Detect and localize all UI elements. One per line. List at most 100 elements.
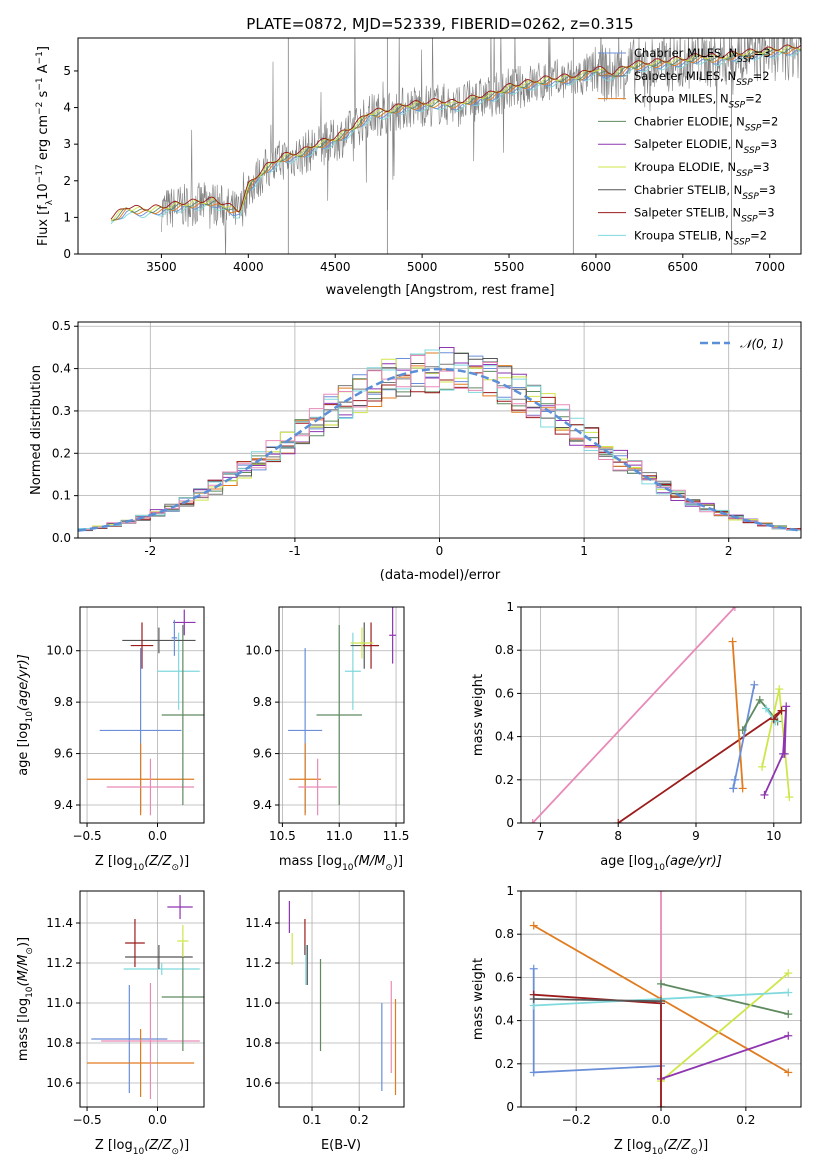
mass-weight-marker: [729, 784, 738, 793]
x-tick-label: 0.1: [302, 1113, 321, 1127]
error-bar-point: [350, 627, 374, 659]
y-tick-label: 0: [506, 1100, 514, 1114]
y-tick-label: 0.8: [495, 643, 514, 657]
age-vs-z-axes: −0.5 0.0 9.4 9.6 9.8 10.0 Z [log10(Z/Z⊙)] age […: [16, 606, 205, 873]
mass-weight-marker: [784, 1068, 793, 1077]
x-tick-label: −0.2: [562, 1113, 591, 1127]
x-tick-label: 10: [766, 829, 781, 843]
mass-weight-marker: [784, 988, 793, 997]
x-axis-label: Z [log10(Z/Z⊙)]: [95, 1138, 189, 1157]
residuals-axes: -2 -1 0 1 2 0.0 0.1 0.2 0.3 0.4 0.5 𝒩(0, 1) (data-mo…: [29, 319, 802, 583]
error-bar-point: [157, 632, 200, 710]
y-tick-label: 0.0: [52, 531, 71, 545]
y-tick-label: 0.5: [52, 319, 71, 333]
y-tick-label: 1: [63, 210, 71, 224]
mass-weight-marker: [780, 749, 789, 758]
legend-label: Salpeter STELIB, NSSP=3: [634, 206, 775, 225]
spectrum-axes: 3500 4000 4500 5000 5500 6000 6500 7000 0 1 2 3 4 5 Ch…: [35, 37, 802, 298]
x-tick-label: 5000: [407, 260, 438, 274]
mass-weight-series-line: [532, 607, 736, 823]
x-axis-label: (data-model)/error: [380, 568, 501, 583]
error-bar-point: [125, 945, 193, 969]
y-tick-label: 9.8: [253, 695, 272, 709]
mass-vs-ebv-axes-plot-area: [279, 891, 404, 1107]
error-bar-point: [171, 619, 178, 656]
mass-weight-series-line: [660, 972, 789, 1082]
y-tick-label: 11.0: [245, 996, 272, 1010]
mass-weight-marker: [784, 969, 793, 978]
legend-label: Chabrier ELODIE, NSSP=2: [634, 114, 778, 133]
y-tick-label: 11.2: [245, 956, 272, 970]
y-tick-label: 9.8: [54, 695, 73, 709]
y-tick-label: 0.8: [495, 927, 514, 941]
histogram-extra_pink: [78, 355, 801, 532]
mass-weight-vs-z-axes-plot-area: [521, 891, 801, 1107]
y-tick-label: 0: [63, 247, 71, 261]
x-tick-label: 7: [537, 829, 545, 843]
legend-label: Salpeter MILES, NSSP=2: [634, 69, 770, 88]
mass-weight-vs-age-axes: 7 8 9 10 0 0.2 0.4 0.6 0.8 1 mass weight age [log10…: [471, 600, 802, 873]
spectrum-axes-plot-area: [110, 38, 801, 254]
mass-weight-marker: [785, 793, 794, 802]
axes-frame: [278, 606, 405, 824]
legend-label: Chabrier MILES, NSSP=3: [634, 46, 771, 65]
legend-label: Chabrier STELIB, NSSP=3: [634, 183, 776, 202]
mass-weight-marker: [762, 704, 770, 713]
x-tick-label: 6500: [668, 260, 699, 274]
mass-weight-marker: [728, 637, 737, 646]
y-tick-label: 10.6: [245, 1076, 272, 1090]
x-tick-label: 5500: [494, 260, 525, 274]
x-axis-label: mass [log10(M/M⊙)]: [279, 854, 403, 873]
x-tick-label: -2: [144, 544, 156, 558]
legend-label: Kroupa STELIB, NSSP=2: [634, 228, 767, 247]
error-bar-point: [87, 743, 195, 816]
y-tick-label: 11.0: [46, 996, 73, 1010]
y-axis-label: Flux [fλ10−17 erg cm−2 s−1 A−1]: [35, 46, 55, 246]
error-bar-point: [106, 758, 195, 816]
mass-weight-series-line: [617, 709, 783, 823]
error-bar-point: [130, 622, 154, 669]
mass-weight-series-line: [763, 706, 788, 796]
mass-weight-marker: [755, 695, 764, 704]
mass-weight-marker: [529, 921, 538, 930]
legend-label: 𝒩(0, 1): [740, 337, 784, 351]
y-tick-label: 9.4: [54, 798, 73, 812]
x-tick-label: -1: [289, 544, 301, 558]
error-bar-point: [123, 963, 200, 975]
y-tick-label: 2: [63, 174, 71, 188]
mass-weight-marker: [750, 680, 759, 689]
y-tick-label: 9.6: [54, 747, 73, 761]
age-vs-mass-axes-plot-area: [279, 607, 404, 823]
figure-title: PLATE=0872, MJD=52339, FIBERID=0262, z=0…: [246, 15, 633, 33]
x-tick-label: 4000: [233, 260, 264, 274]
error-bar-point: [101, 983, 200, 1099]
mass-weight-marker: [529, 1068, 538, 1077]
age-vs-mass-axes: 10.5 11.0 11.5 9.4 9.6 9.8 10.0 mass [log10(M/M…: [245, 606, 409, 873]
x-tick-label: 3500: [146, 260, 177, 274]
y-tick-label: 3: [63, 137, 71, 151]
x-tick-label: −0.5: [72, 829, 101, 843]
y-tick-label: 11.4: [245, 916, 272, 930]
x-tick-label: 6000: [581, 260, 612, 274]
mass-vs-z-axes-plot-area: [80, 891, 204, 1107]
mass-weight-marker: [775, 685, 784, 694]
legend-label: Salpeter ELODIE, NSSP=3: [634, 137, 777, 156]
y-tick-label: 11.2: [46, 956, 73, 970]
mass-weight-series-line: [533, 993, 662, 1107]
mass-weight-marker: [529, 964, 538, 973]
x-axis-label: wavelength [Angstrom, rest frame]: [326, 283, 555, 298]
y-axis-label: mass [log10(M/M⊙)]: [16, 937, 35, 1061]
x-axis-label: age [log10(age/yr)]: [600, 854, 722, 873]
y-tick-label: 10.8: [245, 1036, 272, 1050]
mass-weight-marker: [657, 979, 665, 988]
mass-weight-marker: [782, 702, 791, 711]
x-tick-label: 10.5: [269, 829, 296, 843]
mass-weight-marker: [529, 995, 538, 1003]
y-tick-label: 11.4: [46, 916, 73, 930]
x-tick-label: 4500: [320, 260, 351, 274]
mass-weight-marker: [738, 784, 747, 793]
y-tick-label: 5: [63, 64, 71, 78]
y-tick-label: 0.2: [495, 773, 514, 787]
mass-weight-marker: [657, 891, 665, 895]
